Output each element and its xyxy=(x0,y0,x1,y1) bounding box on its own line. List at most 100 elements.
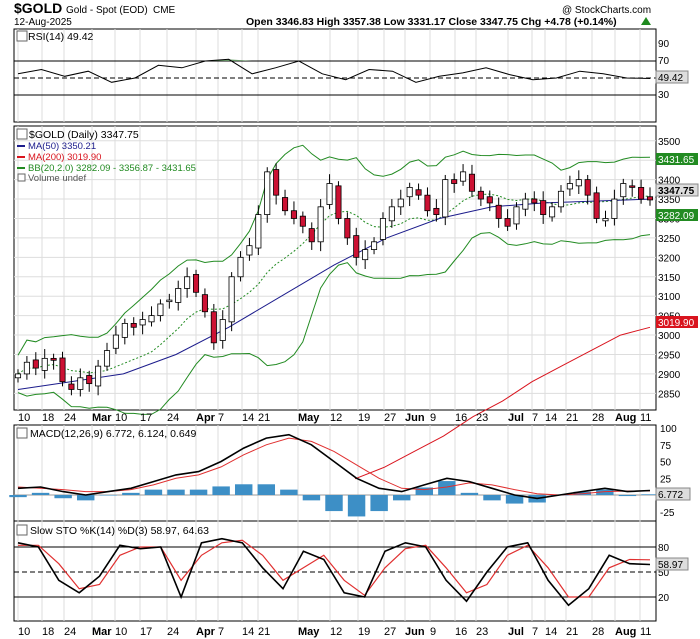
rsi-panel xyxy=(13,28,657,123)
flag-bb-upper-text: 3431.65 xyxy=(658,155,695,166)
candle-body xyxy=(14,373,22,379)
price-tick: 3150 xyxy=(658,273,681,284)
macd-histogram-bar xyxy=(189,489,208,495)
candle-body xyxy=(611,198,618,219)
x-axis-label: Mar xyxy=(92,626,112,638)
candle-body xyxy=(299,215,306,227)
candle-body xyxy=(68,383,75,390)
candle-body xyxy=(148,315,155,323)
macd-tick: -25 xyxy=(660,508,675,519)
x-axis-bottom: 10 18 24 Mar 10 17 24 Apr 7 14 21 May 12 19 27 Jun 9 16 23… xyxy=(18,626,651,638)
candle-body xyxy=(424,194,431,212)
macd-histogram-bar xyxy=(9,495,27,498)
candle-body xyxy=(86,375,93,385)
rsi-section: RSI(14) 49.42 90 70 50 30 49.42 xyxy=(14,30,689,101)
x-axis-label: 19 xyxy=(358,412,370,424)
price-tick: 3350 xyxy=(658,195,681,206)
x-axis-label: 27 xyxy=(384,412,396,424)
macd-signal-line xyxy=(17,437,651,496)
price-legend: MA(50) 3350.21 MA(200) 3019.90 BB(20,2.0… xyxy=(17,141,196,184)
flag-ma200 xyxy=(656,316,698,328)
flag-close xyxy=(655,183,699,197)
macd-histogram-bar xyxy=(325,495,343,512)
x-axis-label: 27 xyxy=(384,626,396,638)
x-axis-label: 7 xyxy=(218,626,224,638)
x-axis-label: 9 xyxy=(430,626,436,638)
candle-body xyxy=(184,276,191,289)
date: 12-Aug-2025 xyxy=(14,17,72,28)
macd-histogram-bar xyxy=(641,494,659,495)
x-axis-label: 23 xyxy=(476,626,488,638)
candle-body xyxy=(451,179,458,184)
candle-body xyxy=(620,183,627,198)
macd-histogram-bar xyxy=(596,489,614,495)
rsi-toggle-icon[interactable] xyxy=(16,30,28,42)
description: Gold - Spot (EOD) xyxy=(66,5,148,16)
candle-body xyxy=(290,210,297,219)
x-axis-label: Jul xyxy=(508,626,524,638)
candle-body xyxy=(379,218,386,240)
candle-body xyxy=(246,245,253,256)
candle-body xyxy=(41,357,48,371)
ma200-line xyxy=(354,326,651,480)
macd-histogram xyxy=(9,481,659,517)
x-axis-label: 21 xyxy=(566,412,578,424)
candle-body xyxy=(504,218,511,227)
candle-body xyxy=(95,365,102,387)
legend-volume: Volume undef xyxy=(28,173,86,184)
candle-body xyxy=(442,179,449,218)
flag-bb-lower xyxy=(656,209,698,221)
candle-body xyxy=(602,218,609,222)
price-title: $GOLD (Daily) 3347.75 xyxy=(29,129,139,141)
exchange: CME xyxy=(153,5,176,16)
candle-body xyxy=(593,192,600,219)
candle-body xyxy=(406,186,413,198)
macd-current-value: 6.772 xyxy=(658,490,683,501)
candle-body xyxy=(77,377,84,390)
candle-body xyxy=(192,274,200,293)
macd-tick: 100 xyxy=(660,424,677,435)
x-axis-label: 10 xyxy=(18,412,30,424)
flag-close-text: 3347.75 xyxy=(658,186,695,197)
macd-histogram-bar xyxy=(99,495,118,496)
macd-tick: 75 xyxy=(660,441,672,452)
x-axis-label: Jul xyxy=(508,412,524,424)
candle-body xyxy=(397,198,404,208)
legend-swatch xyxy=(17,173,26,182)
macd-tick: 25 xyxy=(660,474,672,485)
macd-histogram-bar xyxy=(438,481,456,495)
price-section: $GOLD (Daily) 3347.75 MA(50) 3350.21 MA(… xyxy=(14,128,699,480)
candles xyxy=(14,163,654,397)
bb-lower-line xyxy=(17,232,651,415)
x-axis-label: Apr xyxy=(196,626,216,638)
x-axis-label: 24 xyxy=(167,626,179,638)
x-axis-label: 14 xyxy=(545,626,557,638)
candle-body xyxy=(353,235,360,258)
macd-toggle-icon[interactable] xyxy=(16,427,28,439)
x-axis-label: 23 xyxy=(476,412,488,424)
sto-section: Slow STO %K(14) %D(3) 58.97, 64.63 80 50… xyxy=(14,524,689,607)
candle-body xyxy=(23,361,30,375)
price-tick: 2950 xyxy=(658,350,681,361)
sto-tick: 50 xyxy=(658,568,670,579)
candle-body xyxy=(540,200,547,216)
macd-label: MACD(12,26,9) 6.772, 6.124, 0.649 xyxy=(30,428,197,440)
candle-body xyxy=(513,206,520,225)
candle-body xyxy=(201,294,208,313)
macd-histogram-bar xyxy=(144,489,163,495)
candle-body xyxy=(103,350,111,367)
sto-toggle-icon[interactable] xyxy=(16,524,28,536)
candle-body xyxy=(112,334,119,349)
candle-body xyxy=(522,198,529,210)
x-axis-label: 28 xyxy=(592,412,604,424)
candle-body xyxy=(566,183,573,190)
candle-body xyxy=(344,218,351,239)
macd-histogram-bar xyxy=(76,495,95,501)
candle-body xyxy=(638,186,645,200)
price-tick: 3000 xyxy=(658,331,681,342)
price-toggle-icon[interactable] xyxy=(16,128,28,140)
candle-body xyxy=(264,171,271,216)
sto-label: Slow STO %K(14) %D(3) 58.97, 64.63 xyxy=(30,525,209,537)
up-arrow-icon xyxy=(641,17,651,25)
candle-body xyxy=(335,185,342,219)
